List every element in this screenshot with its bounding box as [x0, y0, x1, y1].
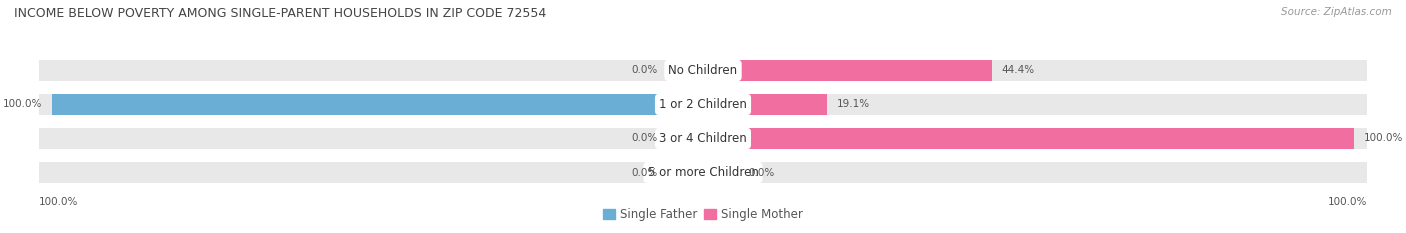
Bar — [668, 94, 703, 115]
Bar — [703, 60, 738, 81]
Text: 0.0%: 0.0% — [631, 134, 658, 144]
Text: 1 or 2 Children: 1 or 2 Children — [659, 98, 747, 111]
Text: 0.0%: 0.0% — [631, 65, 658, 75]
Bar — [39, 128, 1367, 149]
Bar — [703, 128, 1354, 149]
Text: 0.0%: 0.0% — [631, 168, 658, 178]
Bar — [703, 94, 738, 115]
Bar — [703, 162, 738, 183]
Text: No Children: No Children — [668, 64, 738, 77]
Bar — [39, 60, 1367, 81]
Legend: Single Father, Single Mother: Single Father, Single Mother — [599, 203, 807, 226]
Text: 5 or more Children: 5 or more Children — [648, 166, 758, 179]
Text: 0.0%: 0.0% — [748, 168, 775, 178]
Text: Source: ZipAtlas.com: Source: ZipAtlas.com — [1281, 7, 1392, 17]
Bar — [703, 128, 738, 149]
Text: 100.0%: 100.0% — [3, 99, 42, 110]
Text: INCOME BELOW POVERTY AMONG SINGLE-PARENT HOUSEHOLDS IN ZIP CODE 72554: INCOME BELOW POVERTY AMONG SINGLE-PARENT… — [14, 7, 547, 20]
Bar — [39, 94, 1367, 115]
Bar — [703, 94, 827, 115]
Text: 100.0%: 100.0% — [1364, 134, 1403, 144]
Text: 44.4%: 44.4% — [1001, 65, 1035, 75]
Bar — [668, 60, 703, 81]
Bar — [39, 162, 1367, 183]
Bar — [668, 162, 703, 183]
Text: 100.0%: 100.0% — [39, 197, 79, 207]
Text: 19.1%: 19.1% — [837, 99, 870, 110]
Text: 100.0%: 100.0% — [1327, 197, 1367, 207]
Bar — [703, 60, 993, 81]
Bar — [668, 128, 703, 149]
Bar — [52, 94, 703, 115]
Text: 3 or 4 Children: 3 or 4 Children — [659, 132, 747, 145]
